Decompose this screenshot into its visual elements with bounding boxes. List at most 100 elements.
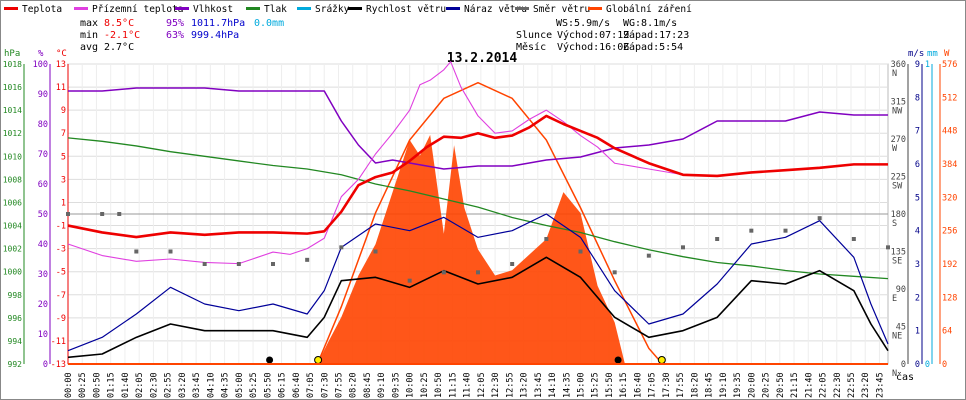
legend-swatch [348, 7, 362, 10]
y-tick-label: 576 [942, 60, 957, 70]
x-tick-label: 10:00 [406, 372, 416, 398]
moonrise-marker [614, 356, 622, 364]
y-tick-label: 45 [896, 323, 906, 333]
x-tick-label: 10:50 [434, 372, 444, 398]
wind-dir-point [749, 228, 754, 233]
x-tick-label: 01:40 [121, 372, 131, 398]
y-tick-label: 128 [942, 293, 957, 303]
x-tick-label: 11:40 [463, 372, 473, 398]
legend-swatch [588, 7, 602, 10]
wind-dir-point [886, 245, 890, 250]
y-tick-label: 1002 [3, 245, 22, 254]
y-tick-label: -3 [56, 245, 66, 255]
stats-max-temp: 8.5°C [104, 18, 134, 29]
x-tick-label: 12:05 [477, 372, 487, 398]
y-tick-label: 2 [915, 293, 920, 303]
x-tick-label: 07:55 [334, 372, 344, 398]
x-tick-label: 11:15 [448, 372, 458, 398]
y-tick-label: 13 [56, 60, 66, 70]
series-rychlost-vetru [67, 256, 889, 359]
y-tick-label: 10 [38, 330, 48, 340]
x-tick-label: 06:15 [278, 372, 288, 398]
y-tick-label: 1012 [3, 129, 22, 138]
y-tick-label: 994 [8, 337, 23, 346]
stats-min-label: min [80, 30, 98, 41]
y-tick-label: 9 [61, 106, 66, 116]
legend-label: Vlhkost [193, 4, 233, 15]
x-tick-label: 03:45 [192, 372, 202, 398]
compass-label: SE [892, 257, 902, 267]
stats-min-hum: 63% [166, 30, 184, 41]
x-tick-label: 15:00 [577, 372, 587, 398]
y-tick-label: 5 [61, 152, 66, 162]
x-tick-label: 00:00 [64, 372, 74, 398]
legend-swatch [246, 7, 260, 10]
x-axis-label: čas [896, 371, 914, 383]
x-tick-label: 07:30 [320, 372, 330, 398]
legend-label: Srážky [315, 4, 350, 15]
y-tick-label: 90 [896, 285, 906, 295]
wind-dir-point [202, 262, 207, 266]
x-tick-label: 14:10 [548, 372, 558, 398]
y-tick-label: 70 [38, 150, 48, 160]
axis-unit-humidity: % [38, 49, 44, 59]
wind-dir-point [715, 237, 720, 241]
y-tick-label: 8 [915, 93, 920, 103]
x-tick-label: 09:35 [391, 372, 401, 398]
series-teplota [67, 114, 888, 239]
x-tick-label: 17:55 [676, 372, 686, 398]
x-tick-label: 01:15 [107, 372, 117, 398]
stats-max-label: max [80, 18, 98, 29]
wind-dir-point [441, 270, 446, 275]
x-tick-label: 23:20 [861, 372, 871, 398]
compass-label: N [892, 369, 897, 379]
y-tick-label: 225 [891, 173, 906, 183]
axes: 00:00 00:25 00:50 01:15 01:40 02:05 02:30 02:55… [3, 49, 958, 398]
compass-label: SW [892, 182, 903, 192]
stats-max-hum: 95% [166, 18, 184, 29]
y-tick-label: 996 [8, 314, 23, 323]
x-tick-label: 18:20 [690, 372, 700, 398]
axis-unit-wind: m/s [908, 49, 924, 59]
y-tick-label: 180 [891, 210, 906, 220]
y-tick-label: 998 [8, 291, 23, 300]
stats-min-temp: -2.1°C [104, 30, 140, 41]
wind-dir-point [544, 237, 549, 241]
legend-swatch [74, 7, 88, 10]
stats-avg-label: avg [80, 42, 98, 53]
plot-area [66, 61, 890, 365]
compass-label: W [892, 144, 898, 154]
legend-label: Náraz větru [464, 4, 527, 15]
y-tick-label: 50 [38, 210, 48, 220]
x-tick-label: 15:50 [605, 372, 615, 398]
x-tick-label: 20:50 [776, 372, 786, 398]
y-tick-label: 1 [925, 60, 930, 70]
axis-unit-pressure: hPa [4, 49, 20, 59]
y-tick-label: -11 [51, 337, 66, 347]
y-tick-label: 90 [38, 90, 48, 100]
y-tick-label: 6 [915, 160, 920, 170]
y-tick-label: 0 [925, 360, 930, 370]
wind-dir-point [305, 257, 310, 262]
y-tick-label: 512 [942, 93, 957, 103]
legend-swatch [297, 7, 311, 10]
y-tick-label: 1014 [3, 106, 22, 115]
wind-dir-point [646, 253, 651, 258]
chart-title: 13.2.2014 [447, 51, 518, 66]
series-globalni-zareni [317, 134, 625, 364]
wind-dir-point [66, 212, 70, 216]
x-tick-label: 17:30 [662, 372, 672, 398]
y-tick-label: 384 [942, 160, 957, 170]
y-tick-label: 30 [38, 270, 48, 280]
wind-dir-point [851, 237, 856, 241]
x-tick-label: 13:20 [520, 372, 530, 398]
compass-label: S [892, 219, 897, 229]
y-tick-label: 1004 [3, 222, 22, 231]
x-tick-label: 04:10 [206, 372, 216, 398]
y-tick-label: 135 [891, 248, 906, 258]
y-tick-label: 1016 [3, 83, 22, 92]
sunset-marker [657, 356, 666, 364]
wind-dir-point [134, 249, 139, 254]
stats-max-rain: 0.0mm [254, 18, 284, 29]
